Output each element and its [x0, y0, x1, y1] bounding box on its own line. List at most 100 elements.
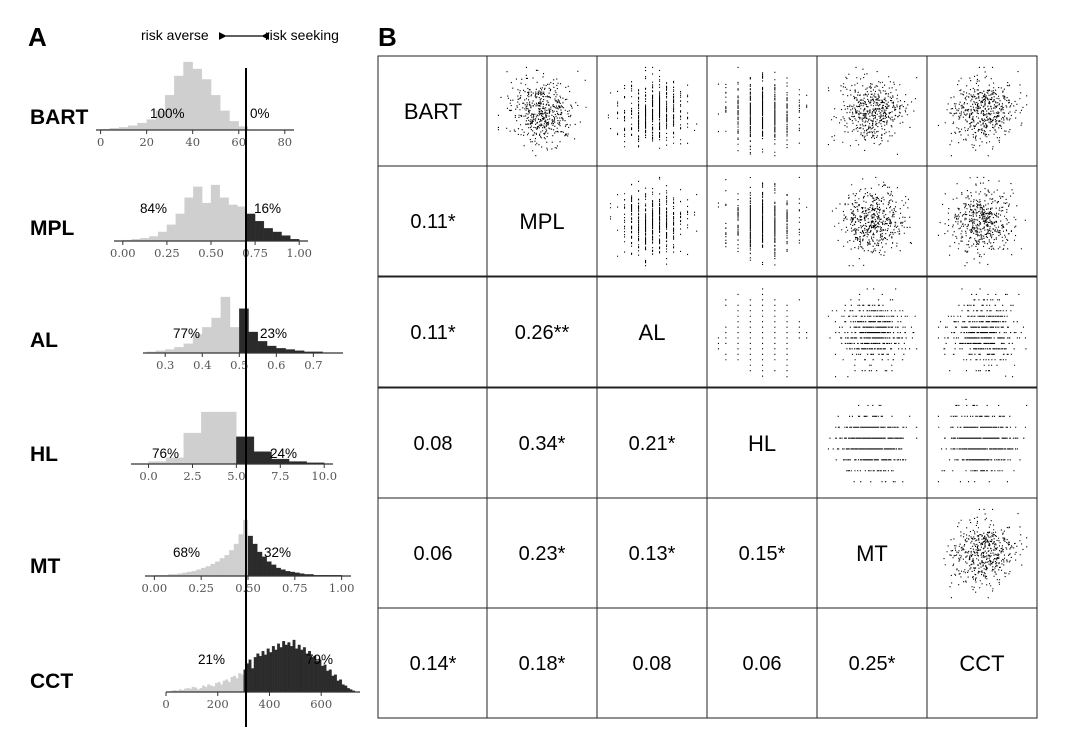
histogram-bar [229, 550, 235, 577]
matrix-cell-al-cct [926, 276, 1038, 388]
x-tick-label: 5.0 [227, 469, 245, 483]
histogram-bar [272, 231, 282, 242]
histogram-bar [217, 681, 221, 693]
histogram-bar [227, 681, 231, 693]
histogram-bar [276, 348, 286, 354]
x-tick-label: 0.50 [235, 581, 261, 595]
seeking-percent: 23% [260, 326, 287, 341]
histogram-bar [253, 657, 257, 693]
cell-frame [816, 55, 928, 167]
row-label-bart: BART [30, 106, 88, 129]
x-tick-label: 60 [231, 135, 246, 149]
correlation-value: 0.11* [410, 211, 455, 233]
correlation-value: 0.25* [849, 653, 896, 675]
matrix-cell-al-hl [706, 276, 818, 388]
histogram-bar [219, 558, 225, 577]
matrix-cell-al-mt [816, 276, 928, 388]
cell-frame [486, 165, 598, 277]
histogram-bar [277, 643, 280, 693]
matrix-cell-hl-cct [926, 387, 1038, 499]
scatter-points [497, 66, 587, 157]
histogram-bar [219, 197, 229, 242]
histogram-bar [193, 186, 203, 242]
histogram-bar [174, 347, 184, 354]
histogram-bar [323, 664, 327, 693]
x-tick-label: 10.0 [311, 469, 337, 483]
histogram-bar [222, 680, 226, 693]
averse-percent: 68% [173, 545, 200, 560]
x-tick-label: 0.50 [198, 246, 224, 260]
seeking-percent: 16% [254, 201, 281, 216]
histogram-bar [247, 535, 253, 577]
histogram-bar [275, 567, 281, 577]
matrix-cell-cct-al: 0.08 [596, 607, 708, 719]
histogram-bar [287, 642, 291, 693]
histogram-bar [225, 679, 229, 693]
histogram-bar [196, 569, 202, 577]
correlation-value: 0.14* [410, 653, 457, 675]
histogram-bar [210, 184, 220, 242]
histogram-bar [229, 327, 240, 354]
x-tick-label: 0.5 [230, 358, 248, 372]
scatter-points [831, 176, 912, 267]
variable-name: MT [856, 541, 888, 566]
histogram-bar [266, 648, 270, 693]
histogram-bar [184, 197, 194, 242]
histogram-bar [248, 331, 258, 354]
cell-frame [486, 607, 598, 719]
matrix-cell-bart-mpl [486, 55, 598, 167]
x-tick-label: 0.75 [242, 246, 268, 260]
histogram-bar [201, 79, 212, 131]
cell-frame [377, 607, 489, 719]
x-tick-label: 600 [310, 697, 332, 711]
scatter-points [937, 66, 1028, 157]
cell-frame [596, 276, 708, 388]
cell-frame [926, 387, 1038, 499]
histogram-cct: CCT 0 200 400 600 21% 79% [30, 639, 360, 711]
histogram-bar [194, 687, 198, 693]
cell-frame [816, 497, 928, 609]
correlation-value: 0.13* [629, 543, 676, 565]
risk-seeking-label: risk seeking [265, 27, 339, 43]
histogram-bar [246, 213, 256, 242]
cell-frame [926, 607, 1038, 719]
histogram-bar [202, 202, 212, 242]
matrix-cell-mt-mt: MT [816, 497, 928, 609]
histogram-hl: HL 0.0 2.5 5.0 7.5 10.0 76% 24% [30, 411, 337, 483]
histogram-bar [220, 296, 231, 354]
histogram-bar [274, 649, 278, 693]
correlation-value: 0.11* [410, 322, 455, 344]
histogram-bar [207, 684, 211, 693]
x-tick-label: 0.75 [282, 581, 308, 595]
row-label-al: AL [30, 329, 58, 352]
histogram-bar [214, 683, 218, 693]
histogram-bar [254, 220, 265, 242]
matrix-cell-cct-mpl: 0.18* [486, 607, 598, 719]
matrix-cell-hl-mpl: 0.34* [486, 387, 598, 499]
cell-frame [596, 387, 708, 499]
variable-name: HL [748, 431, 776, 456]
histogram-bar [174, 75, 184, 131]
histogram-mpl: MPL 0.00 0.25 0.50 0.75 1.00 84% 16% [30, 184, 312, 260]
histogram-bar [204, 686, 208, 693]
histogram-bar [240, 674, 244, 693]
row-label-cct: CCT [30, 670, 73, 693]
correlation-matrix: BART 0.11* MPL 0.11* 0.26** AL 0.08 0.34* 0.21* H… [377, 55, 1038, 719]
histogram-bar [251, 668, 255, 693]
histogram-bar [292, 639, 296, 693]
scatter-points [943, 508, 1028, 599]
averse-percent: 77% [173, 326, 200, 341]
matrix-cell-mt-cct [926, 497, 1038, 609]
histogram-bar [282, 641, 286, 693]
x-tick-label: 80 [277, 135, 292, 149]
scatter-points [717, 176, 808, 266]
cell-frame [816, 607, 928, 719]
histogram-bar [157, 231, 168, 242]
histogram-bar [238, 534, 244, 577]
cell-frame [706, 607, 818, 719]
scatter-points [937, 176, 1026, 267]
matrix-cell-bart-bart: BART [377, 55, 489, 167]
histogram-bar [266, 561, 272, 577]
